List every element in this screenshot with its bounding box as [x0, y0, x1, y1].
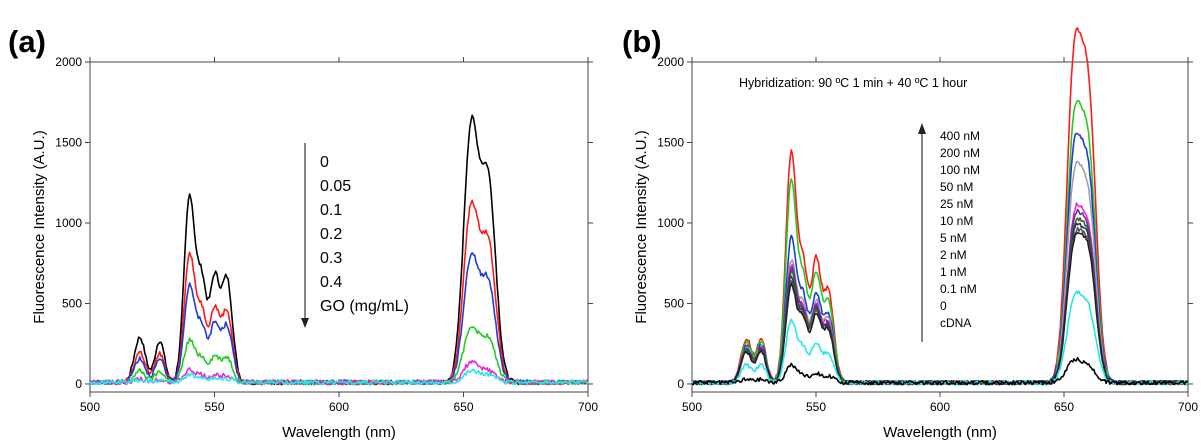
panel-a-legend-item: 0.1	[320, 202, 342, 219]
panel-a-legend-item: 0	[320, 154, 329, 171]
panel-b-hybridization-annotation: Hybridization: 90 ºC 1 min + 40 ºC 1 hou…	[739, 76, 967, 90]
spectrum-line-0.4	[89, 368, 589, 386]
panel-b-x-axis-title: Wavelength (nm)	[883, 424, 997, 441]
panel-b-legend-item: 100 nM	[940, 163, 980, 177]
panel-a-legend-item: 0.4	[320, 274, 342, 291]
panel-a-arrow-head	[301, 318, 309, 328]
panel-a-legend-item: 0.3	[320, 250, 342, 267]
panel-b-legend-item: 0	[940, 299, 947, 313]
x-tick-label: 550	[806, 400, 826, 414]
y-tick-label: 0	[75, 377, 82, 391]
x-tick-label: 600	[329, 400, 349, 414]
x-tick-label: 700	[578, 400, 598, 414]
panel-b-legend-item: 2 nM	[940, 248, 967, 262]
panel-b-series-group	[691, 27, 1189, 386]
panel-b-arrow-head	[918, 123, 926, 134]
panel-a-legend-item: 0.05	[320, 178, 351, 195]
panel-b-legend-item: cDNA	[940, 316, 971, 330]
x-tick-label: 650	[1054, 400, 1074, 414]
panel-a-legend-item: 0.2	[320, 226, 342, 243]
y-tick-label: 500	[62, 296, 82, 310]
panel-b-y-axis-title: Fluorescence Intensity (A.U.)	[633, 130, 650, 323]
x-tick-label: 600	[930, 400, 950, 414]
y-tick-label: 0	[677, 377, 684, 391]
panel-b-letter: (b)	[622, 24, 662, 59]
panel-a-ticks: 500 550 600 650 700 0 500 1000 1500 2000	[55, 55, 598, 414]
panel-b-legend-item: 0.1 nM	[940, 282, 977, 296]
panel-a-legend-item: GO (mg/mL)	[320, 298, 409, 315]
panel-b-legend-item: 400 nM	[940, 129, 980, 143]
x-tick-label: 500	[80, 400, 100, 414]
panel-a-series-group	[89, 114, 589, 386]
y-tick-label: 1500	[55, 135, 82, 149]
panel-b: (b) 500 550 600 650 700 0 500 1000 1500 2000 Wave…	[622, 24, 1198, 441]
panel-b-legend-item: 25 nM	[940, 197, 973, 211]
y-tick-label: 500	[664, 296, 684, 310]
y-tick-label: 1500	[657, 135, 684, 149]
panel-b-legend-item: 10 nM	[940, 214, 973, 228]
panel-b-legend-item: 50 nM	[940, 180, 973, 194]
panel-b-legend-item: 5 nM	[940, 231, 967, 245]
x-tick-label: 700	[1178, 400, 1198, 414]
x-tick-label: 500	[682, 400, 702, 414]
panel-b-ticks: 500 550 600 650 700 0 500 1000 1500 2000	[657, 55, 1198, 414]
panel-b-legend: 400 nM 200 nM 100 nM 50 nM 25 nM 10 nM 5…	[940, 129, 980, 330]
panel-a-x-axis-title: Wavelength (nm)	[282, 424, 396, 441]
x-tick-label: 550	[204, 400, 224, 414]
x-tick-label: 650	[453, 400, 473, 414]
panel-a-y-axis-title: Fluorescence Intensity (A.U.)	[31, 130, 48, 323]
y-tick-label: 2000	[657, 55, 684, 69]
panel-a-legend: 0 0.05 0.1 0.2 0.3 0.4 GO (mg/mL)	[320, 154, 409, 315]
panel-b-legend-item: 200 nM	[940, 146, 980, 160]
y-tick-label: 2000	[55, 55, 82, 69]
panel-a-letter: (a)	[8, 24, 46, 59]
y-tick-label: 1000	[55, 216, 82, 230]
panel-b-legend-item: 1 nM	[940, 265, 967, 279]
y-tick-label: 1000	[657, 216, 684, 230]
spectrum-line-cDNA	[691, 356, 1189, 386]
panel-a: (a) 500 550 600 650 700 0 500 1000 1500 2000 Wave…	[8, 24, 598, 441]
